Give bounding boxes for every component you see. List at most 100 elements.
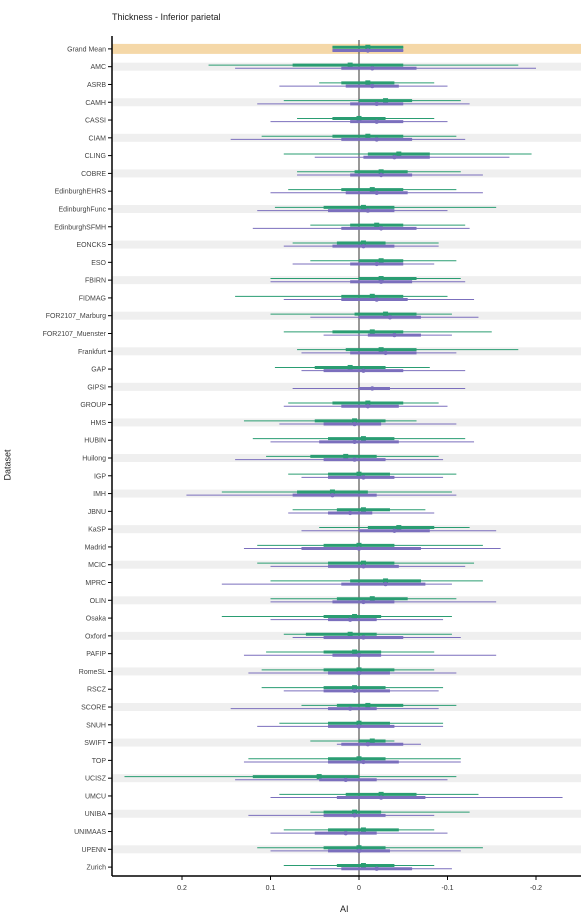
estimate-point [360, 827, 366, 833]
y-tick-label: OLIN [90, 598, 106, 605]
estimate-point [374, 222, 380, 228]
y-tick-label: Madrid [85, 544, 107, 551]
estimate-point [347, 631, 353, 637]
estimate-point [360, 863, 366, 869]
estimate-point [365, 404, 371, 409]
estimate-point [374, 137, 379, 142]
estimate-point [369, 329, 375, 335]
estimate-point [374, 866, 379, 871]
estimate-point [361, 759, 366, 765]
estimate-point [360, 240, 366, 246]
y-tick-label: FIDMAG [79, 295, 106, 302]
estimate-point [360, 507, 366, 513]
estimate-point [378, 347, 384, 353]
estimate-point [369, 596, 375, 602]
estimate-point [361, 475, 366, 480]
x-tick-label: -0.1 [441, 885, 453, 892]
estimate-point [392, 155, 397, 160]
row-band [112, 169, 581, 178]
estimate-point [347, 62, 353, 68]
y-tick-label: AMC [90, 64, 106, 71]
y-tick-label: CLING [85, 153, 106, 160]
estimate-point [352, 613, 358, 619]
estimate-point [360, 204, 366, 210]
estimate-point [356, 848, 362, 854]
estimate-point [383, 350, 388, 356]
estimate-point [356, 115, 362, 121]
y-tick-label: Osaka [86, 616, 106, 623]
x-axis-label: AI [340, 904, 349, 914]
x-tick-label: 0.2 [177, 885, 187, 892]
estimate-point [378, 226, 384, 231]
y-tick-label: CIAM [89, 135, 107, 142]
grand-mean-highlight [112, 43, 581, 54]
estimate-point [352, 418, 358, 424]
y-tick-label: GIPSI [87, 384, 106, 391]
y-tick-label: Huilong [82, 456, 106, 463]
y-tick-label: RomeSL [79, 669, 106, 676]
row-band [112, 809, 581, 818]
y-tick-label: UPENN [81, 847, 106, 854]
y-tick-label: EdinburghFunc [59, 206, 107, 213]
row-band [112, 525, 581, 534]
estimate-point [365, 48, 371, 53]
estimate-point [365, 400, 371, 406]
y-tick-label: UNIBA [85, 811, 107, 818]
estimate-point [392, 528, 397, 533]
estimate-point [356, 667, 362, 673]
row-band [112, 418, 581, 427]
estimate-point [352, 457, 357, 462]
estimate-point [374, 119, 379, 124]
row-band [112, 845, 581, 854]
estimate-point [347, 364, 353, 370]
y-tick-label: PAFIP [86, 651, 106, 658]
estimate-point [378, 279, 384, 284]
y-tick-label: JBNU [88, 509, 106, 516]
y-tick-label: RSCZ [87, 687, 107, 694]
estimate-point [383, 98, 389, 104]
row-band [112, 240, 581, 249]
y-tick-label: KaSP [88, 527, 106, 534]
y-tick-label: Zurich [87, 865, 107, 872]
y-tick-label: COBRE [81, 171, 106, 178]
estimate-point [365, 133, 371, 139]
y-tick-label: IMH [93, 491, 106, 498]
estimate-point [392, 332, 397, 338]
row-band [112, 382, 581, 391]
chart-title: Thickness - Inferior parietal [112, 12, 221, 22]
estimate-point [396, 151, 402, 157]
estimate-point [378, 795, 384, 800]
y-tick-label: Grand Mean [67, 46, 106, 53]
estimate-point [347, 617, 353, 622]
row-band [112, 667, 581, 676]
y-tick-label: SNUH [86, 722, 106, 729]
estimate-point [356, 756, 362, 762]
estimate-point [374, 261, 379, 267]
estimate-point [383, 578, 389, 584]
estimate-point [378, 172, 384, 178]
estimate-point [347, 510, 353, 516]
estimate-point [370, 66, 375, 71]
estimate-point [365, 208, 371, 213]
estimate-point [374, 101, 379, 107]
y-tick-label: SCORE [81, 705, 106, 712]
estimate-point [347, 706, 353, 711]
estimate-point [396, 525, 402, 531]
estimate-point [343, 777, 348, 782]
estimate-point [369, 187, 375, 193]
y-tick-label: ASRB [87, 82, 106, 89]
estimate-point [365, 741, 371, 747]
estimate-point [365, 44, 371, 50]
estimate-point [352, 809, 358, 815]
y-tick-label: CASSI [85, 118, 106, 125]
estimate-point [378, 791, 384, 797]
row-band [112, 98, 581, 107]
x-tick-label: 0 [357, 885, 361, 892]
y-tick-label: FBIRN [85, 278, 106, 285]
estimate-point [378, 258, 384, 264]
row-band [112, 489, 581, 498]
y-tick-label: Frankfurt [78, 349, 106, 356]
row-band [112, 311, 581, 320]
estimate-point [361, 243, 366, 249]
